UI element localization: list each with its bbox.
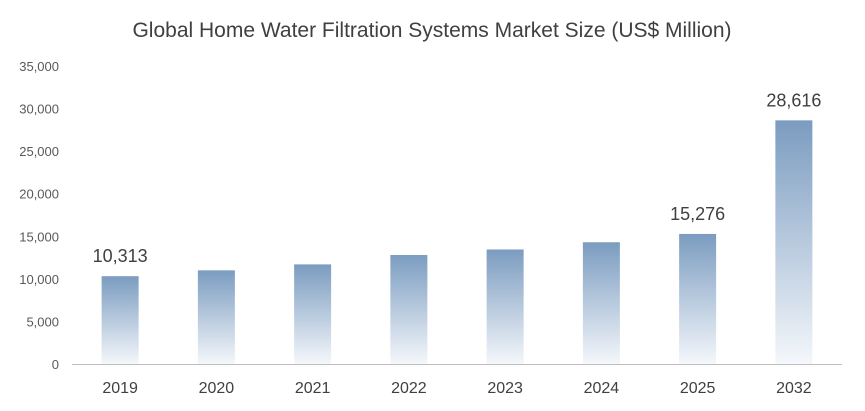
data-labels: 10,313 15,276 28,616 (93, 90, 822, 266)
data-label-2019: 10,313 (93, 246, 148, 266)
y-axis: 0 5,000 10,000 15,000 20,000 25,000 30,000 35,0… (19, 59, 59, 372)
y-tick-label: 15,000 (19, 229, 59, 244)
y-tick-label: 10,000 (19, 272, 59, 287)
x-tick-label: 2021 (295, 380, 331, 397)
data-label-2032: 28,616 (766, 90, 821, 110)
x-tick-label: 2024 (584, 380, 620, 397)
data-label-2025: 15,276 (670, 204, 725, 224)
bar-2019 (101, 276, 139, 364)
y-tick-label: 5,000 (26, 314, 59, 329)
bar-2024 (582, 242, 620, 364)
bar-2032 (775, 120, 813, 365)
bar-2023 (486, 249, 524, 364)
y-tick-label: 30,000 (19, 102, 59, 117)
bar-2022 (390, 255, 428, 364)
y-tick-label: 25,000 (19, 144, 59, 159)
y-tick-label: 20,000 (19, 187, 59, 202)
bars (101, 120, 813, 365)
x-axis: 2019 2020 2021 2022 2023 2024 2025 2032 (72, 364, 842, 397)
y-tick-label: 35,000 (19, 59, 59, 74)
bar-2021 (294, 264, 332, 364)
chart-title: Global Home Water Filtration Systems Mar… (132, 19, 731, 42)
bar-2025 (679, 233, 717, 364)
bar-2020 (197, 270, 235, 364)
x-tick-label: 2025 (680, 380, 716, 397)
x-tick-label: 2023 (487, 380, 523, 397)
x-tick-label: 2022 (391, 380, 427, 397)
x-tick-label: 2019 (102, 380, 138, 397)
y-tick-label: 0 (52, 357, 59, 372)
x-tick-label: 2032 (776, 380, 812, 397)
x-tick-label: 2020 (199, 380, 235, 397)
